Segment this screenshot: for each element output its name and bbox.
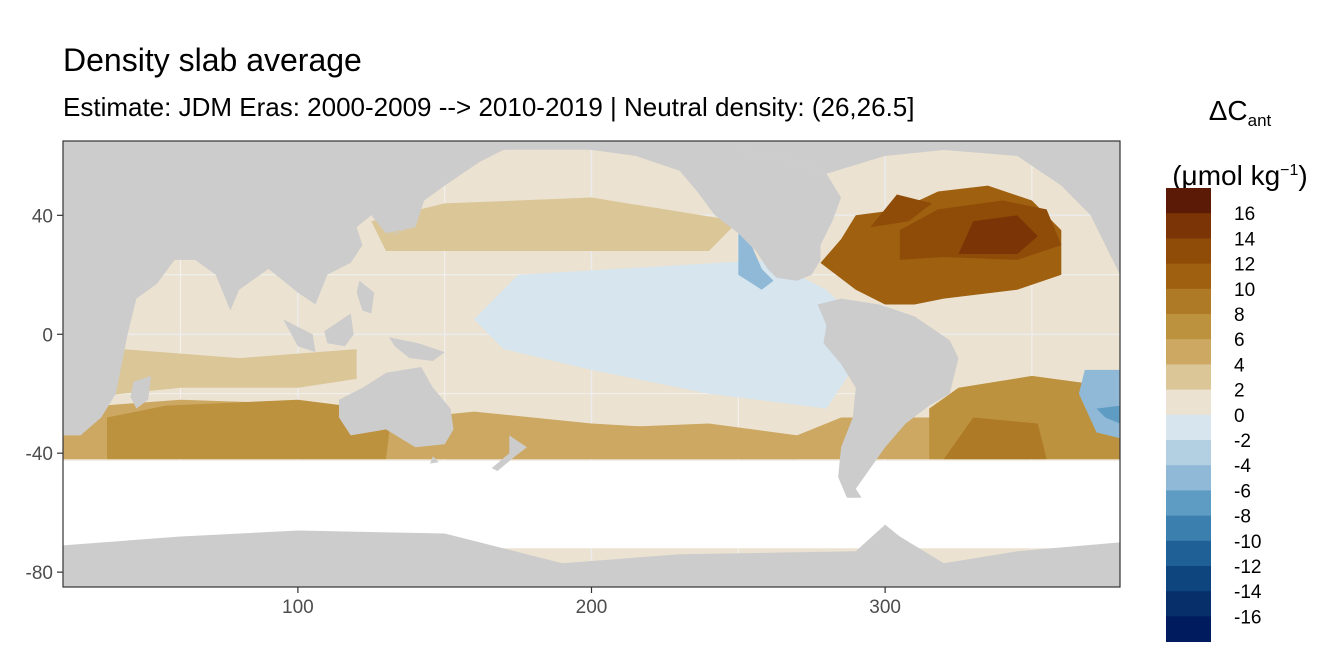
legend-swatch — [1166, 339, 1211, 365]
region-north-pacific — [371, 197, 739, 251]
x-tick-label: 100 — [282, 597, 314, 618]
legend-label: 2 — [1234, 381, 1245, 402]
land — [63, 141, 1120, 587]
legend-unit-prefix: (μmol kg — [1172, 160, 1281, 191]
region-benguela — [1078, 369, 1120, 439]
legend-swatch — [1166, 616, 1211, 642]
region-south-atlantic-max — [943, 417, 1047, 460]
legend-label: -8 — [1234, 507, 1251, 528]
region-gulf-stream — [870, 194, 933, 228]
legend-symbol-text: ΔC — [1208, 95, 1248, 126]
land-new-zealand — [491, 435, 527, 471]
legend-label: 12 — [1234, 255, 1255, 276]
x-tick-label: 300 — [869, 597, 901, 618]
legend-swatch — [1166, 440, 1211, 466]
legend-swatch — [1166, 213, 1211, 239]
x-tick-label: 200 — [576, 597, 608, 618]
legend-label: 8 — [1234, 305, 1245, 326]
legend-swatch — [1166, 188, 1211, 214]
land-tasmania — [430, 456, 439, 464]
legend-label: 14 — [1234, 229, 1256, 250]
land-greenland — [885, 141, 1018, 156]
y-tick-label: -80 — [26, 563, 53, 584]
legend-label: -6 — [1234, 481, 1251, 502]
region-equatorial-pacific — [474, 259, 856, 409]
land-arctic — [63, 141, 1120, 150]
region-california — [738, 215, 774, 290]
legend-label: -12 — [1234, 557, 1261, 578]
land-new-guinea — [388, 337, 445, 361]
legend-swatch — [1166, 566, 1211, 592]
legend-unit-superscript: −1 — [1280, 162, 1299, 179]
legend-label: -4 — [1234, 456, 1251, 477]
legend-swatch — [1166, 591, 1211, 617]
land-north-america — [635, 149, 842, 281]
legend-label: -2 — [1234, 431, 1251, 452]
legend-swatch — [1166, 465, 1211, 491]
legend-unit-suffix: ) — [1298, 160, 1308, 191]
land-philippines — [356, 280, 375, 314]
region-benguela-core — [1096, 405, 1120, 424]
legend-label: -10 — [1234, 532, 1261, 553]
region-east-pacific — [694, 289, 797, 350]
legend-title: ΔCant (μmol kg−1) — [1150, 86, 1330, 201]
land-sumatra — [283, 319, 316, 353]
legend-swatch — [1166, 288, 1211, 315]
legend-swatch — [1166, 364, 1211, 390]
y-tick-label: -40 — [26, 444, 53, 465]
legend-label: 10 — [1234, 280, 1255, 301]
land-south-america — [817, 298, 959, 498]
region-south-pacific — [444, 423, 842, 460]
legend-swatch — [1166, 414, 1211, 441]
legend-symbol: ΔCant — [1150, 86, 1330, 146]
legend-swatch — [1166, 490, 1211, 516]
y-tick-label: 0 — [42, 325, 53, 346]
land-australia — [339, 367, 454, 448]
legend-swatch — [1166, 314, 1211, 340]
legend-swatch — [1166, 238, 1211, 264]
legend-unit: (μmol kg−1) — [1150, 146, 1330, 201]
legend-label: -16 — [1234, 607, 1261, 628]
legend-label: 4 — [1234, 355, 1245, 376]
legend-label: 6 — [1234, 330, 1245, 351]
legend-swatch — [1166, 389, 1211, 416]
chart-subtitle: Estimate: JDM Eras: 2000-2009 --> 2010-2… — [63, 92, 915, 122]
data-regions — [63, 185, 1120, 460]
legend-label: 0 — [1234, 406, 1245, 427]
land-madagascar — [130, 375, 152, 409]
land-eurasia-africa-frame — [63, 141, 1120, 587]
legend-swatch — [1166, 540, 1211, 567]
legend-label: 16 — [1234, 204, 1255, 225]
legend-symbol-subscript: ant — [1247, 111, 1272, 130]
legend-label: -14 — [1234, 582, 1262, 603]
y-tick-label: 40 — [32, 206, 53, 227]
legend-swatch — [1166, 515, 1211, 542]
region-south-indian-max — [107, 399, 392, 460]
region-north-atlantic-max — [958, 215, 1038, 254]
chart-title: Density slab average — [63, 42, 362, 78]
land-borneo — [324, 313, 354, 347]
legend-swatch — [1166, 263, 1211, 290]
